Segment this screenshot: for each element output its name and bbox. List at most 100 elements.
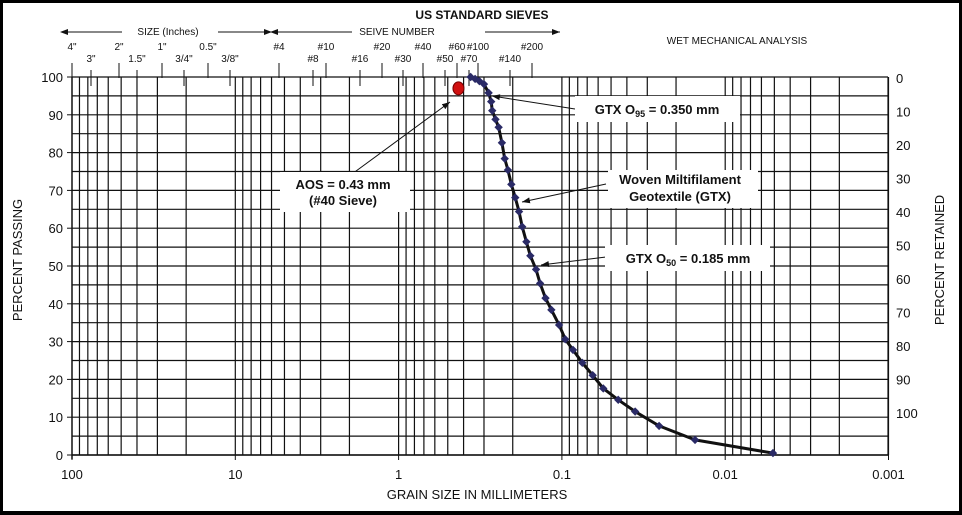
data-point [518, 222, 527, 231]
y2-tick-label: 70 [896, 306, 910, 321]
size-label: 3" [86, 54, 96, 65]
gtx-annotation-line2: Geotextile (GTX) [629, 189, 731, 204]
sieve-label: #50 [437, 54, 454, 65]
sieve-label: #40 [415, 42, 432, 53]
sieve-label: #200 [521, 42, 544, 53]
y-tick-label: 100 [41, 70, 63, 85]
sieve-label: #70 [461, 54, 478, 65]
y-tick-label: 0 [56, 448, 63, 463]
gtx-annotation-line1: Woven Miltifilament [619, 172, 741, 187]
data-point [654, 421, 664, 431]
y2-tick-label: 30 [896, 172, 910, 187]
sieve-label: #30 [395, 54, 412, 65]
size-label: 4" [67, 42, 77, 53]
sieve-label: #100 [467, 42, 490, 53]
aos-annotation-line2: (#40 Sieve) [309, 193, 377, 208]
aos-annotation-line1: AOS = 0.43 mm [295, 177, 390, 192]
size-label: 1.5" [128, 54, 146, 65]
data-point [561, 335, 570, 344]
data-point [554, 320, 564, 330]
aos-point [452, 81, 465, 96]
data-point [541, 293, 550, 303]
sieve-label: #60 [449, 42, 466, 53]
size-label: 2" [114, 42, 124, 53]
data-point [522, 237, 531, 247]
y-tick-label: 70 [49, 183, 63, 198]
data-point [547, 305, 556, 315]
x-tick-label: 0.01 [713, 467, 738, 482]
o95-annotation: GTX O95 = 0.350 mm [595, 102, 720, 119]
y2-tick-label: 40 [896, 205, 910, 220]
data-point [531, 265, 541, 274]
data-point [614, 395, 623, 405]
y-tick-label: 50 [49, 259, 63, 274]
axes: 100 10 1 0.1 0.01 0.001 0 10 20 30 40 50 60 70 80 90 100… [41, 70, 917, 482]
y-tick-label: 30 [49, 335, 63, 350]
y2-tick-label: 90 [896, 373, 910, 388]
x-tick-label: 100 [61, 467, 83, 482]
annotations [351, 94, 607, 268]
sieve-label: #8 [307, 54, 319, 65]
chart-subtitle: WET MECHANICAL ANALYSIS [667, 36, 808, 47]
sieve-number-label: SEIVE NUMBER [359, 27, 435, 38]
o50-arrow [540, 256, 607, 268]
series-gtx [452, 72, 778, 458]
size-label: 1" [157, 42, 167, 53]
data-point [630, 407, 640, 416]
data-point [494, 123, 503, 132]
sieve-label: #16 [352, 54, 369, 65]
data-point [507, 180, 516, 189]
y-axis-label: PERCENT PASSING [10, 199, 25, 321]
y2-tick-label: 60 [896, 272, 910, 287]
y-tick-label: 60 [49, 221, 63, 236]
data-point [690, 435, 700, 445]
data-point [768, 448, 778, 458]
sieve-label: #20 [374, 42, 391, 53]
size-label: 3/8" [221, 54, 239, 65]
chart-title: US STANDARD SIEVES [415, 8, 548, 22]
data-point [514, 207, 524, 216]
data-point [568, 345, 578, 355]
aos-arrow [351, 101, 451, 175]
y-tick-label: 40 [49, 297, 63, 312]
y-tick-label: 80 [49, 146, 63, 161]
y2-tick-label: 80 [896, 339, 910, 354]
data-point [526, 251, 535, 260]
data-point [475, 76, 484, 86]
data-point [578, 358, 587, 367]
x-tick-label: 0.001 [872, 467, 905, 482]
data-point [599, 384, 608, 393]
data-point [588, 371, 597, 380]
y-tick-label: 20 [49, 372, 63, 387]
top-axis: US STANDARD SIEVES WET MECHANICAL ANALYS… [60, 8, 808, 86]
y-tick-label: 10 [49, 410, 63, 425]
size-label: 3/4" [175, 54, 193, 65]
o50-annotation: GTX O50 = 0.185 mm [626, 251, 751, 268]
y2-tick-label: 100 [896, 406, 918, 421]
x-tick-label: 10 [228, 467, 242, 482]
y2-tick-label: 20 [896, 138, 910, 153]
sieve-label: #140 [499, 54, 522, 65]
x-axis-label: GRAIN SIZE IN MILLIMETERS [387, 487, 568, 502]
gtx-arrow [521, 183, 607, 204]
data-point [488, 106, 497, 115]
size-label: 0.5" [199, 42, 217, 53]
size-inches-label: SIZE (Inches) [137, 27, 198, 38]
data-point [511, 193, 520, 202]
data-point [491, 115, 500, 124]
y2-axis-label: PERCENT RETAINED [932, 195, 947, 325]
x-tick-label: 0.1 [553, 467, 571, 482]
data-point [479, 79, 489, 89]
sieve-label: #10 [318, 42, 335, 53]
data-point [535, 279, 545, 288]
data-point [503, 165, 513, 175]
x-tick-label: 1 [395, 467, 402, 482]
data-point [484, 88, 493, 98]
y2-tick-label: 50 [896, 239, 910, 254]
sieve-label: #4 [273, 42, 285, 53]
y2-tick-label: 0 [896, 71, 903, 86]
data-point [486, 97, 496, 106]
y-tick-label: 90 [49, 108, 63, 123]
